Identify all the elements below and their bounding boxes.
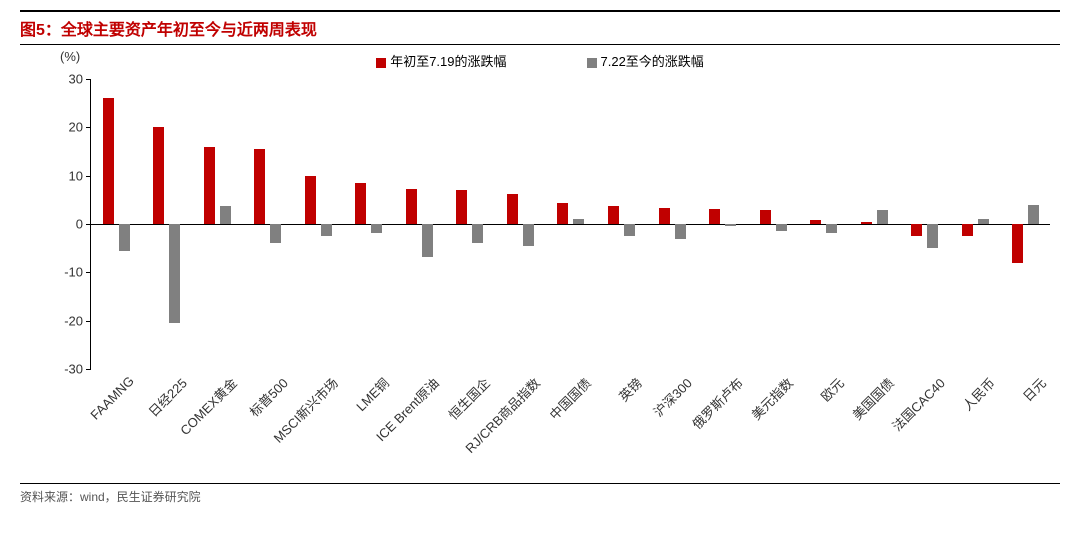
bar-series1 (861, 222, 872, 224)
chart-title: 图5：全球主要资产年初至今与近两周表现 (20, 22, 317, 39)
bar-group: COMEX黄金 (192, 79, 243, 369)
bar-series1 (153, 127, 164, 224)
bar-group: 欧元 (798, 79, 849, 369)
bar-series1 (204, 147, 215, 224)
legend-label: 年初至7.19的涨跌幅 (390, 54, 506, 69)
legend-item: 年初至7.19的涨跌幅 (376, 51, 506, 70)
bar-series1 (557, 203, 568, 224)
bar-group: ICE Brent原油 (394, 79, 445, 369)
plot-area: -30-20-100102030FAAMNG日经225COMEX黄金标普500M… (90, 79, 1050, 369)
bar-series1 (103, 98, 114, 224)
x-tick-label: 法国CAC40 (887, 373, 948, 434)
bar-series2 (927, 224, 938, 248)
y-tick-label: 20 (51, 120, 83, 135)
bar-series1 (254, 149, 265, 224)
bar-series2 (978, 219, 989, 224)
bar-series1 (709, 209, 720, 224)
bar-series2 (1028, 205, 1039, 224)
x-tick-label: 日元 (1018, 373, 1050, 405)
bar-series2 (826, 224, 837, 233)
bar-group: 法国CAC40 (899, 79, 950, 369)
bar-series2 (523, 224, 534, 246)
bar-group: 美国国债 (849, 79, 900, 369)
bar-series2 (877, 210, 888, 224)
bar-group: 沪深300 (647, 79, 698, 369)
chart-area: (%) 年初至7.19的涨跌幅7.22至今的涨跌幅 -30-20-1001020… (20, 49, 1060, 479)
x-tick-label: 美元指数 (747, 373, 797, 423)
bar-group: 人民币 (950, 79, 1001, 369)
bar-series1 (962, 224, 973, 236)
bar-series2 (624, 224, 635, 236)
bar-series2 (169, 224, 180, 323)
x-tick-label: 日经225 (143, 373, 190, 420)
y-tick-label: -10 (51, 265, 83, 280)
x-tick-label: 标普500 (244, 373, 291, 420)
bar-group: LME铜 (344, 79, 395, 369)
bar-series2 (776, 224, 787, 231)
y-tick-label: -20 (51, 313, 83, 328)
y-tick-label: 10 (51, 168, 83, 183)
bar-series2 (675, 224, 686, 239)
bar-series1 (456, 190, 467, 224)
legend: 年初至7.19的涨跌幅 7.22至今的涨跌幅 (20, 49, 1060, 72)
bar-series1 (760, 210, 771, 225)
bar-series1 (305, 176, 316, 224)
bar-series2 (422, 224, 433, 257)
y-tick-label: 30 (51, 72, 83, 87)
bar-series2 (573, 219, 584, 224)
bar-series1 (608, 206, 619, 224)
bar-series1 (507, 194, 518, 224)
bar-series1 (406, 189, 417, 224)
bar-group: 俄罗斯卢布 (697, 79, 748, 369)
bar-series1 (1012, 224, 1023, 263)
bar-series2 (725, 224, 736, 226)
bar-group: MSCI新兴市场 (293, 79, 344, 369)
bar-series2 (371, 224, 382, 233)
y-tick-label: 0 (51, 217, 83, 232)
bar-series2 (472, 224, 483, 243)
x-tick-label: 沪深300 (649, 373, 696, 420)
bar-series1 (810, 220, 821, 224)
x-tick-label: FAAMNG (88, 373, 137, 422)
legend-swatch (587, 58, 597, 68)
bar-group: 日经225 (142, 79, 193, 369)
bar-group: FAAMNG (91, 79, 142, 369)
bar-group: RJ/CRB商品指数 (495, 79, 546, 369)
bar-group: 日元 (1000, 79, 1051, 369)
x-tick-label: 人民币 (958, 373, 999, 414)
y-tick-label: -30 (51, 362, 83, 377)
bar-series2 (321, 224, 332, 236)
x-tick-label: 俄罗斯卢布 (687, 373, 746, 432)
chart-title-bar: 图5：全球主要资产年初至今与近两周表现 (20, 10, 1060, 45)
x-tick-label: 中国国债 (544, 373, 594, 423)
bar-series1 (911, 224, 922, 236)
legend-swatch (376, 58, 386, 68)
bar-series2 (220, 206, 231, 224)
x-tick-label: 美国国债 (848, 373, 898, 423)
legend-label: 7.22至今的涨跌幅 (601, 54, 704, 69)
y-axis-label: (%) (60, 49, 80, 64)
bar-group: 标普500 (243, 79, 294, 369)
legend-item: 7.22至今的涨跌幅 (587, 51, 704, 70)
bar-group: 美元指数 (748, 79, 799, 369)
y-tick-mark (86, 369, 91, 370)
x-tick-label: LME铜 (351, 373, 393, 415)
bar-series2 (119, 224, 130, 251)
x-tick-label: 欧元 (815, 373, 847, 405)
x-tick-label: 英镑 (613, 373, 645, 405)
bar-group: 中国国债 (546, 79, 597, 369)
bar-series1 (659, 208, 670, 224)
chart-source: 资料来源：wind，民生证券研究院 (20, 483, 1060, 505)
bar-series1 (355, 183, 366, 224)
bar-series2 (270, 224, 281, 243)
bar-group: 恒生国企 (445, 79, 496, 369)
bar-group: 英镑 (596, 79, 647, 369)
